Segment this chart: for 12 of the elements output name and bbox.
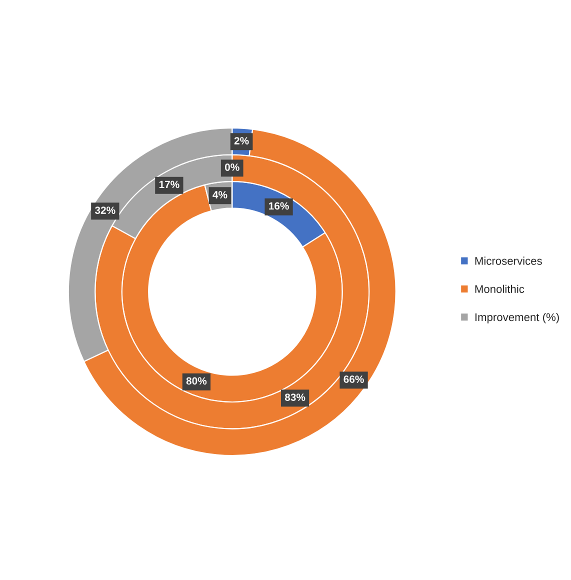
legend-label: Improvement (%) xyxy=(475,312,559,324)
data-label: 66% xyxy=(344,376,364,383)
data-label: 17% xyxy=(159,180,180,188)
legend-label: Monolithic xyxy=(475,284,524,293)
data-label: 83% xyxy=(284,394,306,401)
data-label: 2% xyxy=(234,137,249,144)
legend-label: Microservices xyxy=(475,256,542,265)
data-label: 80% xyxy=(186,377,207,385)
data-label: 4% xyxy=(212,191,228,198)
data-label: 16% xyxy=(269,202,289,210)
data-label: 32% xyxy=(94,206,116,214)
text: 0% xyxy=(224,164,240,171)
